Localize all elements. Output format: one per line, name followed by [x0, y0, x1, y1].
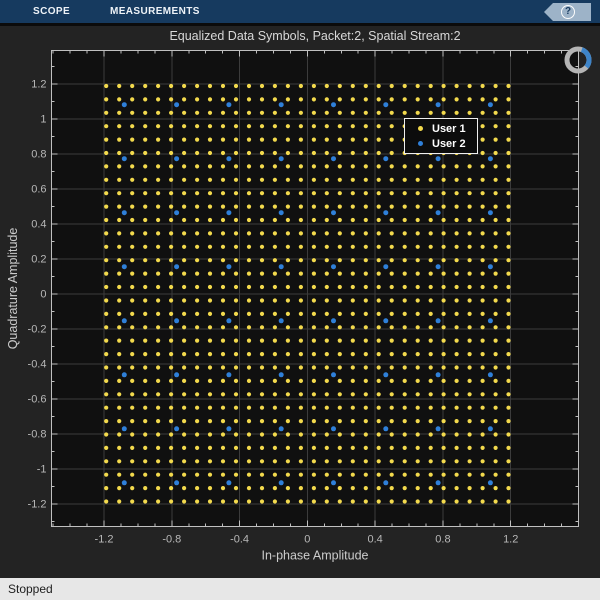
svg-text:-1.2: -1.2 [95, 534, 114, 546]
tab-scope[interactable]: SCOPE [33, 6, 71, 17]
svg-text:0: 0 [304, 534, 310, 546]
plot-title: Equalized Data Symbols, Packet:2, Spatia… [169, 29, 461, 43]
series-user2-points [121, 102, 493, 486]
legend-item-user1: User 1 [418, 122, 477, 135]
legend-item-user2: User 2 [418, 137, 477, 150]
svg-text:0.4: 0.4 [368, 534, 383, 546]
svg-text:0.8: 0.8 [435, 534, 450, 546]
progress-ring-icon [564, 46, 592, 74]
svg-text:0.8: 0.8 [31, 149, 46, 161]
svg-text:1.2: 1.2 [503, 534, 518, 546]
svg-text:1: 1 [40, 114, 46, 126]
svg-text:-1: -1 [37, 464, 47, 476]
toolbar: SCOPE MEASUREMENTS ? [0, 0, 600, 26]
legend[interactable]: User 1 User 2 [404, 118, 478, 154]
legend-label-user1: User 1 [432, 122, 466, 135]
svg-text:0.6: 0.6 [31, 184, 46, 196]
x-axis-label: In-phase Amplitude [261, 549, 368, 563]
help-icon: ? [561, 5, 575, 19]
axis-ticks [51, 50, 579, 527]
tab-measurements[interactable]: MEASUREMENTS [110, 6, 200, 17]
y-axis-label: Quadrature Amplitude [6, 228, 20, 350]
legend-label-user2: User 2 [432, 137, 466, 150]
x-tick-labels: -1.2 -0.8 -0.4 0 0.4 0.8 1.2 [95, 534, 519, 546]
svg-text:-0.6: -0.6 [28, 394, 47, 406]
status-text: Stopped [8, 582, 53, 596]
svg-text:0: 0 [40, 289, 46, 301]
svg-text:1.2: 1.2 [31, 79, 46, 91]
progress-ring-arc [580, 47, 592, 69]
svg-text:-1.2: -1.2 [28, 499, 47, 511]
axes-box [51, 50, 579, 527]
svg-text:-0.8: -0.8 [162, 534, 181, 546]
svg-text:-0.2: -0.2 [28, 324, 47, 336]
legend-marker-user2-icon [418, 141, 423, 146]
svg-text:-0.8: -0.8 [28, 429, 47, 441]
help-button[interactable]: ? [544, 3, 591, 21]
svg-text:-0.4: -0.4 [28, 359, 47, 371]
svg-text:-0.4: -0.4 [230, 534, 249, 546]
svg-text:0.2: 0.2 [31, 254, 46, 266]
status-bar: Stopped [0, 578, 600, 600]
y-tick-labels: -1.2 -1 -0.8 -0.6 -0.4 -0.2 0 0.2 0.4 0.6 0.8 1 1.2 [28, 79, 47, 511]
legend-marker-user1-icon [418, 126, 423, 131]
svg-text:0.4: 0.4 [31, 219, 46, 231]
